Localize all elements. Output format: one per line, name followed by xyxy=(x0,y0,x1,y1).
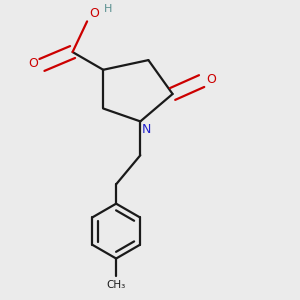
Text: O: O xyxy=(206,73,216,86)
Text: O: O xyxy=(28,57,38,70)
Text: H: H xyxy=(104,4,112,14)
Text: N: N xyxy=(142,123,151,136)
Text: CH₃: CH₃ xyxy=(106,280,126,290)
Text: O: O xyxy=(90,7,100,20)
